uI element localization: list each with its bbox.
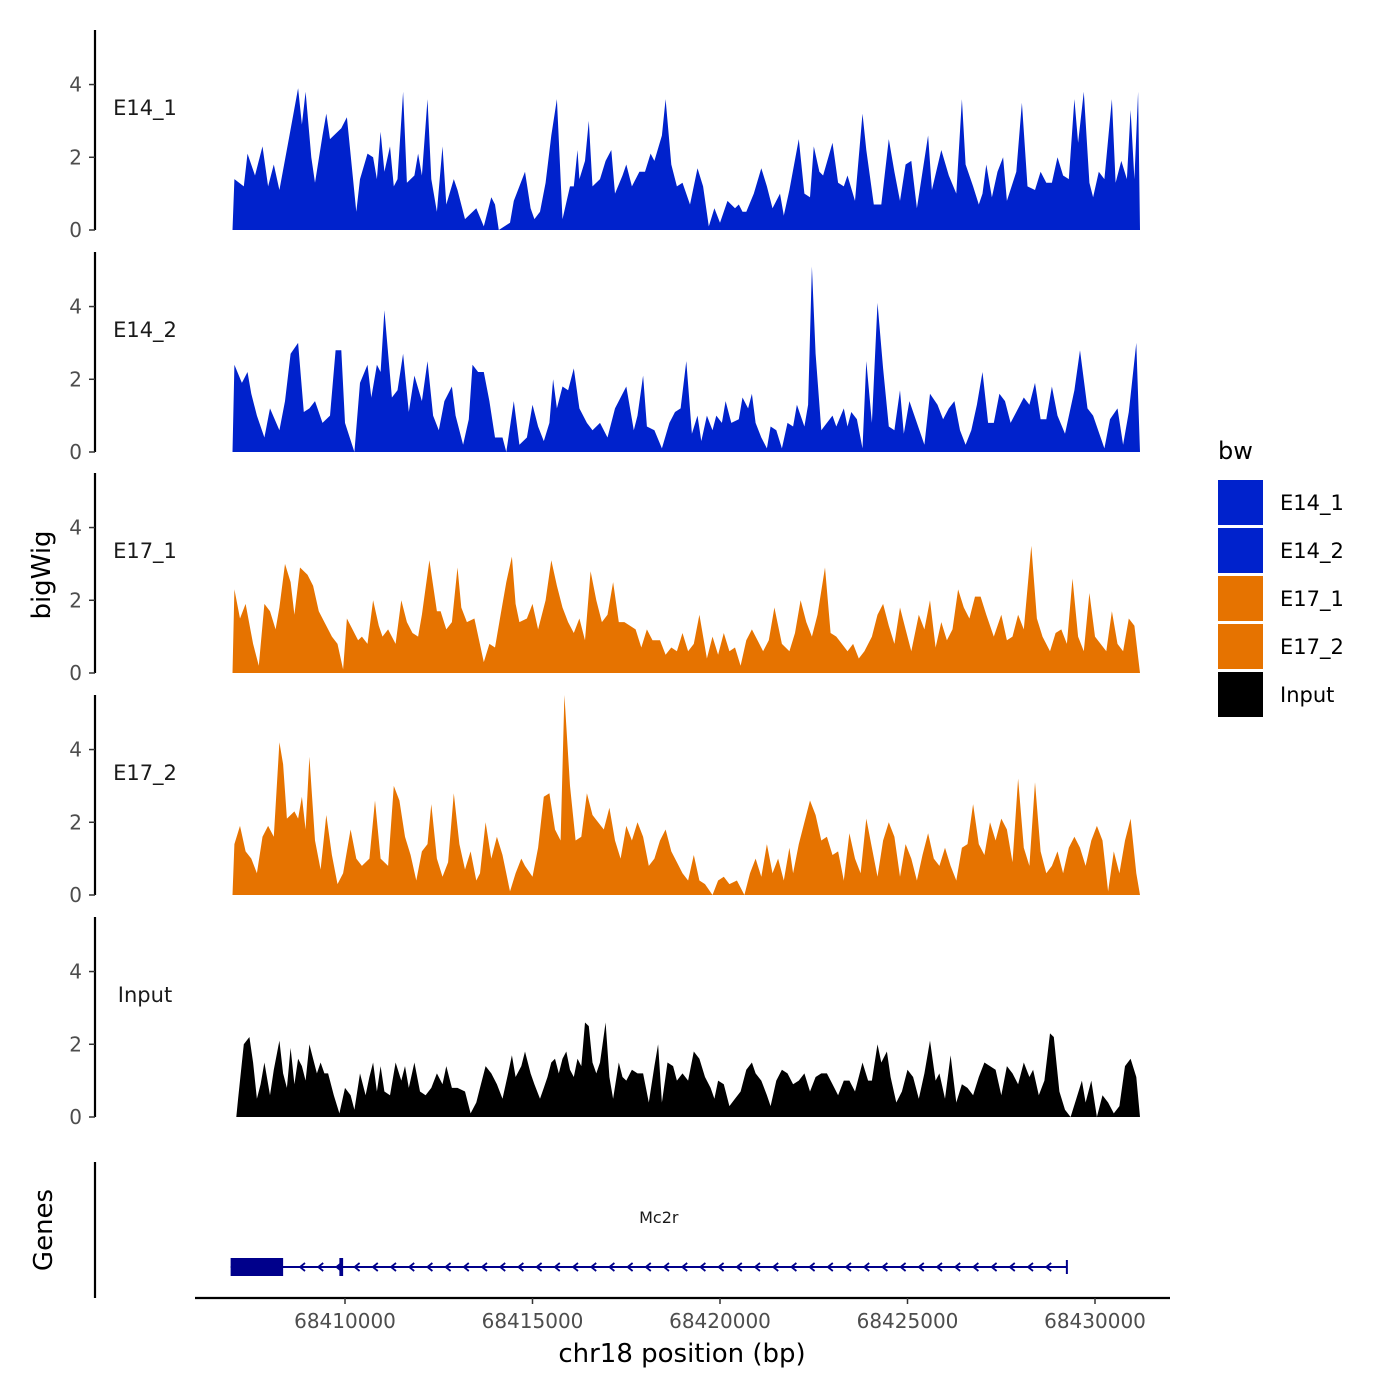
y-tick-label: 2 [69,588,82,612]
strand-chevron [844,1262,852,1272]
coverage-area-Input [236,1022,1141,1117]
x-axis-title: chr18 position (bp) [558,1339,805,1369]
legend-swatch-E17_1 [1218,576,1263,621]
legend-title: bw [1218,437,1253,465]
legend-label-E14_1: E14_1 [1280,491,1344,516]
y-tick-label: 4 [69,960,82,984]
coverage-area-E14_1 [232,88,1140,230]
strand-chevron [589,1262,597,1272]
gene-exon [339,1258,344,1276]
strand-chevron [899,1262,907,1272]
strand-chevron [862,1262,870,1272]
gene-track-panel: Genes Mc2r [29,1162,1068,1298]
x-tick-label: 68420000 [669,1309,771,1333]
strand-chevron [735,1262,743,1272]
y-tick-label: 0 [69,661,82,685]
strand-chevron [917,1262,925,1272]
track-label-E17_2: E17_2 [113,761,177,786]
genes-panel-label: Genes [29,1189,59,1271]
y-tick-label: 2 [69,1032,82,1056]
legend-swatch-E17_2 [1218,624,1263,669]
strand-chevron [1008,1262,1016,1272]
strand-chevron [389,1262,397,1272]
strand-chevron [371,1262,379,1272]
strand-chevron [316,1262,324,1272]
legend-label-E14_2: E14_2 [1280,539,1344,564]
strand-chevron [826,1262,834,1272]
strand-chevron [498,1262,506,1272]
y-tick-label: 0 [69,440,82,464]
strand-chevron [789,1262,797,1272]
strand-chevron [935,1262,943,1272]
y-tick-label: 2 [69,367,82,391]
strand-chevron [480,1262,488,1272]
strand-chevron [553,1262,561,1272]
y-tick-label: 4 [69,738,82,762]
y-tick-label: 2 [69,810,82,834]
strand-chevron [644,1262,652,1272]
strand-chevron [334,1262,342,1272]
strand-chevron [571,1262,579,1272]
y-tick-label: 4 [69,295,82,319]
legend-swatch-E14_1 [1218,480,1263,525]
coverage-area-E14_2 [232,266,1140,452]
track-label-Input: Input [118,983,172,1007]
track-panel-Input: 0 2 4 Input [69,917,1141,1129]
x-axis: chr18 position (bp) 68410000 68415000 6842… [195,1296,1170,1369]
strand-chevron [953,1262,961,1272]
y-tick-label: 0 [69,883,82,907]
gene-exon [230,1258,284,1276]
x-tick-label: 68410000 [294,1309,396,1333]
track-label-E14_2: E14_2 [113,318,177,343]
track-label-E14_1: E14_1 [113,96,177,121]
strand-chevron [516,1262,524,1272]
coverage-area-E17_2 [232,695,1140,895]
legend: bw E14_1 E14_2 E17_1 E17_2 Input [1218,437,1344,717]
strand-chevron [298,1262,306,1272]
legend-swatch-Input [1218,672,1263,717]
x-tick-label: 68415000 [482,1309,584,1333]
gene-name-label: Mc2r [639,1208,679,1227]
y-tick-label: 2 [69,145,82,169]
strand-chevron [444,1262,452,1272]
legend-label-E17_2: E17_2 [1280,635,1344,660]
y-tick-label: 0 [69,218,82,242]
y-tick-label: 0 [69,1105,82,1129]
strand-chevron [626,1262,634,1272]
strand-chevron [425,1262,433,1272]
x-tick-label: 68425000 [857,1309,959,1333]
coverage-area-E17_1 [232,545,1140,673]
strand-chevron [808,1262,816,1272]
strand-chevron [607,1262,615,1272]
track-panels: 0 2 4 E14_1 0 2 4 E14_2 0 2 4 E17_1 0 2 4 E17_2 0 2 4 Input [69,30,1141,1129]
strand-chevron [880,1262,888,1272]
track-panel-E14_2: 0 2 4 E14_2 [69,252,1140,464]
strand-chevron [662,1262,670,1272]
track-panel-E14_1: 0 2 4 E14_1 [69,30,1140,242]
strand-chevron [753,1262,761,1272]
strand-chevron [1026,1262,1034,1272]
track-panel-E17_2: 0 2 4 E17_2 [69,695,1140,907]
strand-chevron [990,1262,998,1272]
x-tick-label: 68430000 [1044,1309,1146,1333]
legend-label-Input: Input [1280,683,1334,707]
strand-chevron [353,1262,361,1272]
strand-chevron [971,1262,979,1272]
track-panel-E17_1: 0 2 4 E17_1 [69,473,1140,685]
legend-label-E17_1: E17_1 [1280,587,1344,612]
legend-swatch-E14_2 [1218,528,1263,573]
strand-chevron [717,1262,725,1272]
strand-chevron [535,1262,543,1272]
y-tick-label: 4 [69,73,82,97]
strand-chevron [462,1262,470,1272]
track-label-E17_1: E17_1 [113,539,177,564]
y-axis-title: bigWig [27,530,57,619]
strand-chevron [680,1262,688,1272]
strand-chevron [1044,1262,1052,1272]
strand-chevron [771,1262,779,1272]
y-tick-label: 4 [69,516,82,540]
strand-chevron [698,1262,706,1272]
strand-chevron [407,1262,415,1272]
